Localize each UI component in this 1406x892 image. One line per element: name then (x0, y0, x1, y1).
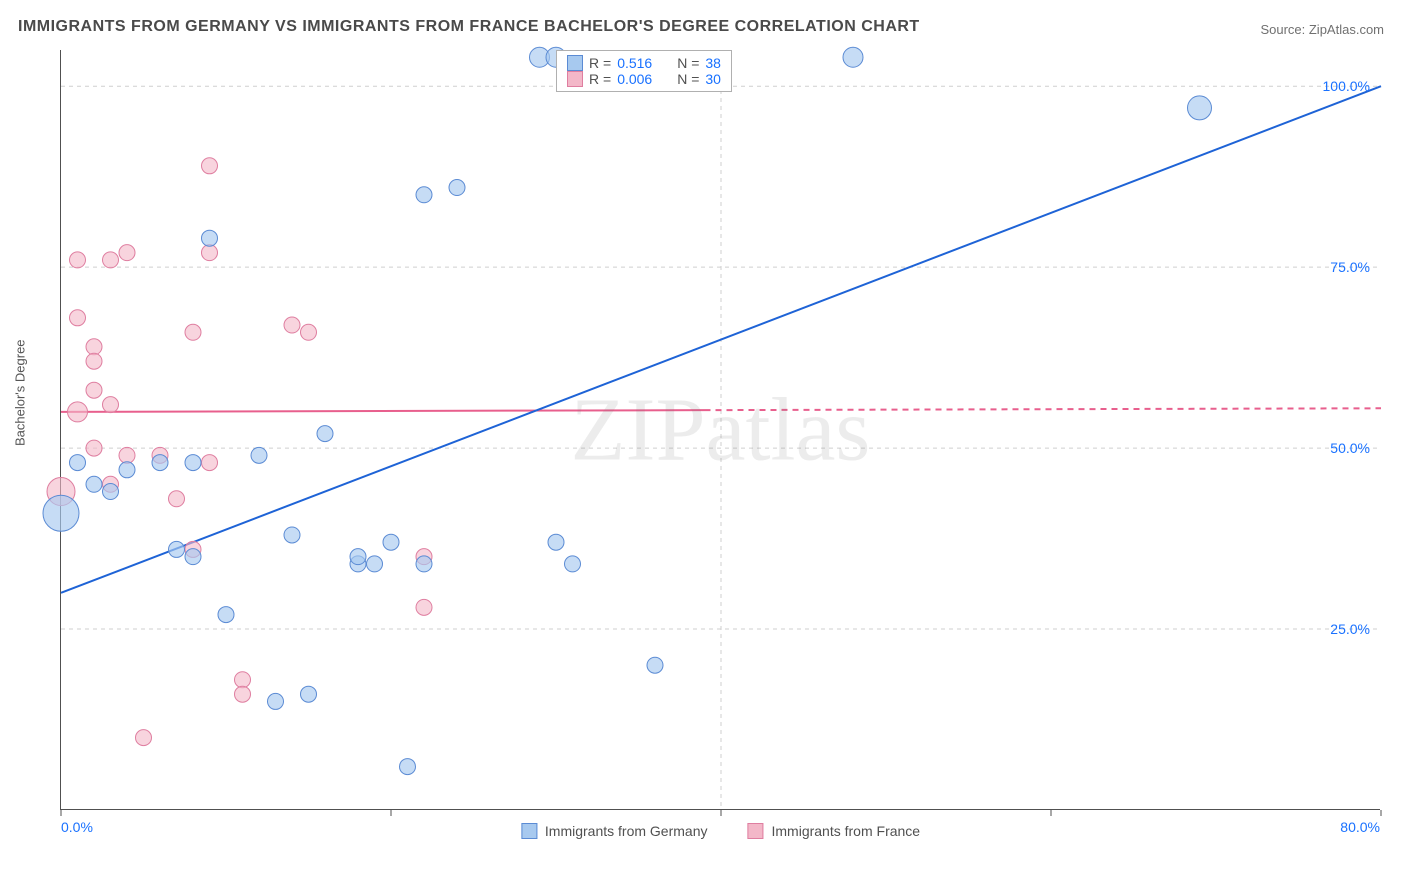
y-axis-label: Bachelor's Degree (13, 339, 28, 446)
swatch-france (748, 823, 764, 839)
legend-label-germany: Immigrants from Germany (545, 823, 708, 839)
legend-item-france: Immigrants from France (748, 823, 921, 839)
legend-label-france: Immigrants from France (772, 823, 921, 839)
chart-title: IMMIGRANTS FROM GERMANY VS IMMIGRANTS FR… (18, 18, 920, 36)
legend-statistics: R =0.516N =38R =0.006N =30 (556, 50, 732, 92)
legend-stat-row: R =0.516N =38 (567, 55, 721, 71)
y-tick: 25.0% (1330, 621, 1370, 637)
x-tick-min: 0.0% (61, 819, 93, 835)
legend-series: Immigrants from Germany Immigrants from … (521, 823, 920, 839)
swatch-germany (521, 823, 537, 839)
legend-item-germany: Immigrants from Germany (521, 823, 708, 839)
legend-stat-row: R =0.006N =30 (567, 71, 721, 87)
y-tick: 100.0% (1323, 78, 1370, 94)
y-tick: 75.0% (1330, 259, 1370, 275)
y-tick: 50.0% (1330, 440, 1370, 456)
source-label: Source: ZipAtlas.com (1260, 22, 1384, 37)
plot-area: R =0.516N =38R =0.006N =30 ZIPatlas Immi… (60, 50, 1380, 810)
scatter-svg (61, 50, 1381, 810)
x-tick-max: 80.0% (1340, 819, 1380, 835)
